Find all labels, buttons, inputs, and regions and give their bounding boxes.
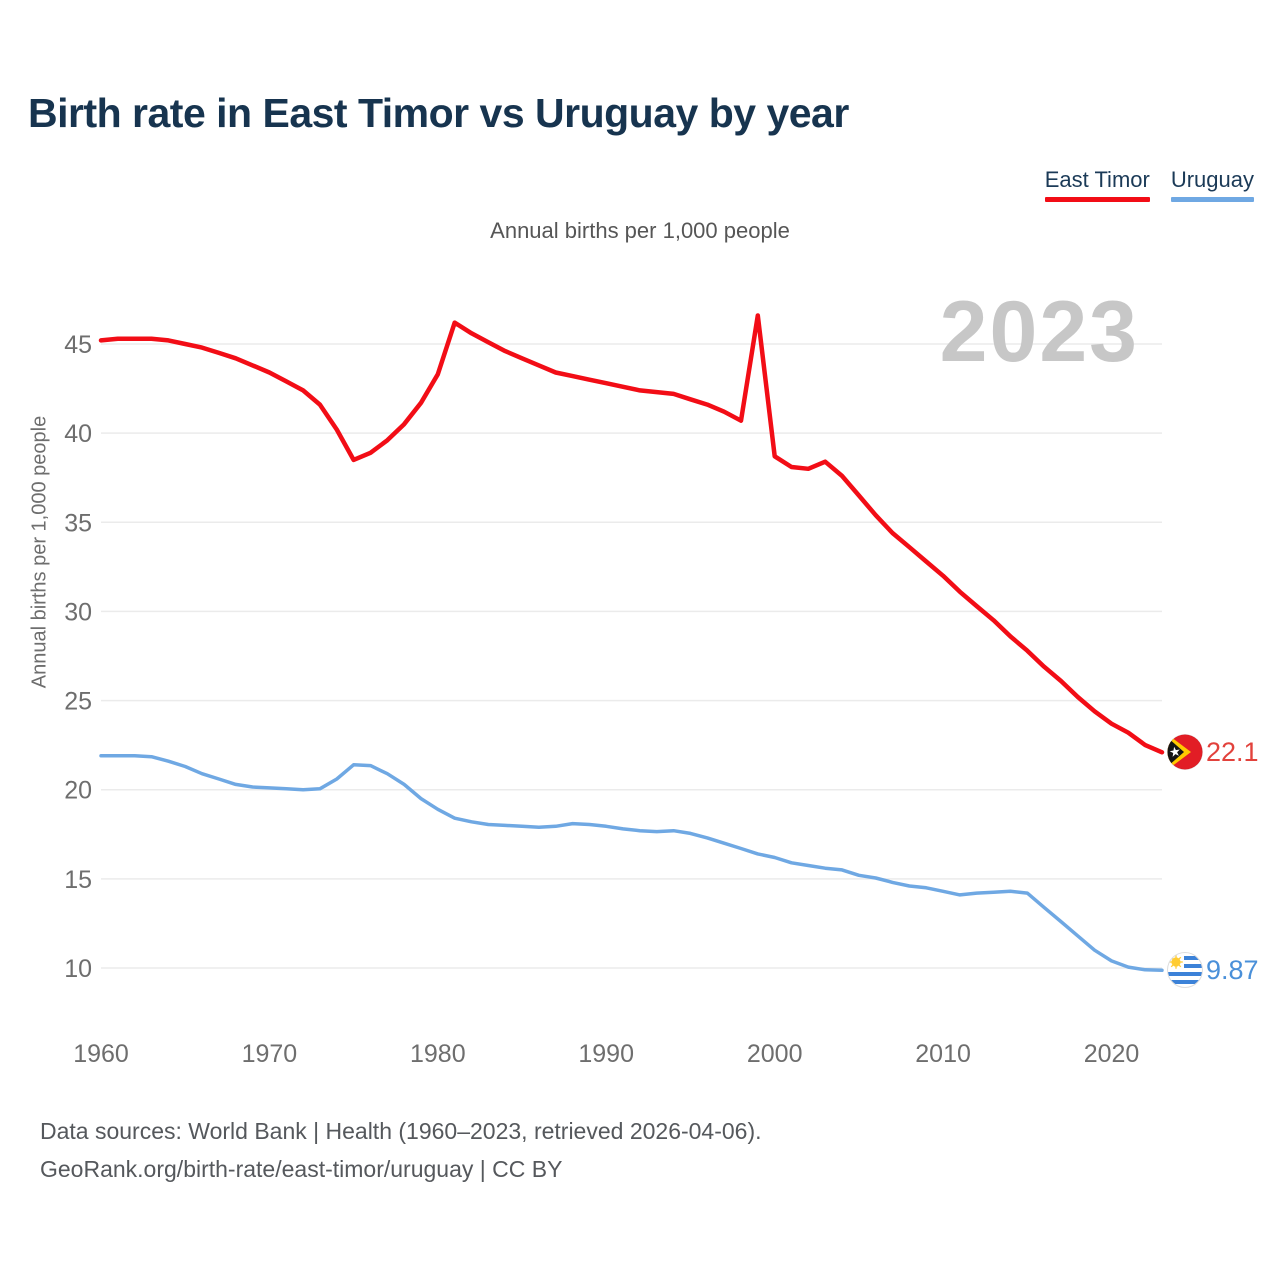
legend-label-uruguay: Uruguay	[1170, 167, 1254, 192]
year-watermark: 2023	[939, 284, 1139, 380]
x-tick-label-1970: 1970	[242, 1040, 298, 1068]
x-tick-label-1990: 1990	[578, 1040, 634, 1068]
x-tick-label-1960: 1960	[73, 1040, 129, 1068]
footer-sources-line: Data sources: World Bank | Health (1960–…	[40, 1118, 762, 1144]
legend-label-east-timor: East Timor	[1044, 167, 1150, 192]
y-tick-label-15: 15	[64, 866, 92, 894]
page-title: Birth rate in East Timor vs Uruguay by y…	[28, 90, 849, 136]
footer: Data sources: World Bank | Health (1960–…	[40, 1112, 762, 1188]
x-tick-label-2010: 2010	[915, 1040, 971, 1068]
uruguay-end-value: 9.87	[1206, 955, 1259, 986]
east-timor-flag-icon	[1167, 734, 1203, 771]
east-timor-end-value: 22.1	[1206, 737, 1259, 768]
y-tick-label-35: 35	[64, 509, 92, 537]
y-tick-label-10: 10	[64, 955, 92, 983]
y-tick-label-25: 25	[64, 688, 92, 716]
chart-subtitle: Annual births per 1,000 people	[490, 218, 790, 243]
series-line-east-timor	[98, 313, 1165, 755]
y-tick-label-45: 45	[64, 331, 92, 359]
x-tick-label-1980: 1980	[410, 1040, 466, 1068]
x-tick-label-2000: 2000	[747, 1040, 803, 1068]
uruguay-flag-icon	[1167, 952, 1203, 989]
y-tick-label-40: 40	[64, 420, 92, 448]
legend-item-uruguay[interactable]: Uruguay	[1170, 167, 1254, 202]
series-line-uruguay	[99, 754, 1164, 973]
legend-underline-east-timor	[1044, 197, 1150, 202]
y-tick-label-30: 30	[64, 598, 92, 626]
legend-underline-uruguay	[1170, 197, 1254, 202]
legend-item-east-timor[interactable]: East Timor	[1044, 167, 1150, 202]
footer-attribution-line: GeoRank.org/birth-rate/east-timor/urugua…	[40, 1156, 563, 1182]
y-tick-label-20: 20	[64, 777, 92, 805]
x-tick-label-2020: 2020	[1084, 1040, 1140, 1068]
legend: East Timor Uruguay	[1044, 167, 1254, 202]
